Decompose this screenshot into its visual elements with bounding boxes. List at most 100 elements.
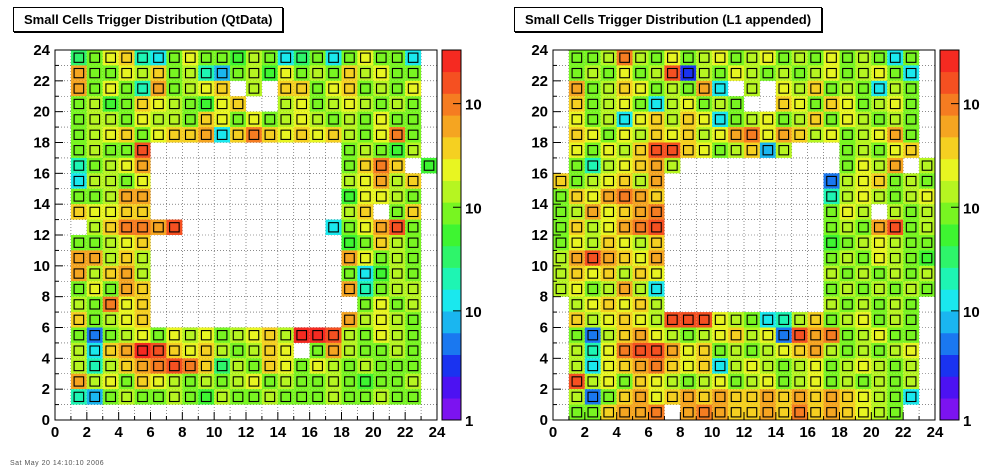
cell-box	[153, 98, 164, 110]
colorbar-swatch	[442, 398, 461, 421]
cell-box	[360, 252, 371, 264]
y-tick-label: 0	[42, 412, 50, 429]
cell-box	[778, 83, 790, 94]
cell-box	[746, 114, 758, 125]
heatmap-cell	[405, 235, 422, 251]
cell-box	[407, 376, 419, 387]
heatmap-cell	[341, 142, 358, 158]
cell-box	[344, 145, 355, 156]
heatmap-cell	[584, 111, 601, 128]
heatmap-cell	[616, 250, 633, 266]
heatmap-cell	[839, 127, 856, 143]
y-tick-label: 4	[42, 350, 51, 367]
heatmap-cell	[839, 358, 856, 374]
heatmap-cell	[823, 265, 840, 282]
heatmap-cell	[664, 358, 681, 374]
heatmap-cell	[823, 358, 840, 374]
colorbar-swatch	[442, 354, 461, 377]
cell-box	[328, 67, 339, 79]
cell-box	[360, 98, 371, 110]
x-tick-label: 10	[704, 424, 721, 441]
cell-box	[360, 129, 371, 140]
heatmap-cell	[373, 142, 390, 158]
cell-box	[423, 160, 435, 171]
heatmap-cell	[648, 96, 665, 112]
heatmap-cell	[632, 373, 649, 390]
heatmap-cell	[839, 265, 856, 282]
cell-box	[842, 268, 853, 279]
cell-box	[296, 114, 308, 125]
cell-box	[105, 330, 117, 341]
heatmap-cell	[871, 327, 888, 343]
heatmap-cell	[389, 173, 406, 189]
heatmap-chart: 0 2 4 6 8 10 12 14 16 18 20 22 240246810121416182022…	[531, 42, 979, 441]
cell-box	[667, 345, 678, 356]
cell-box	[794, 98, 806, 110]
heatmap-cell	[839, 80, 856, 97]
heatmap-cell	[600, 342, 617, 359]
heatmap-cell	[632, 327, 649, 343]
heatmap-cell	[341, 373, 358, 390]
heatmap-cell	[791, 389, 808, 405]
cell-box	[89, 360, 101, 372]
cell-box	[375, 114, 387, 125]
heatmap-cell	[648, 188, 665, 205]
cell-box	[137, 268, 148, 279]
heatmap-cell	[568, 312, 585, 328]
heatmap-cell	[166, 96, 183, 112]
heatmap-cell	[230, 127, 246, 143]
cell-box	[184, 52, 196, 63]
cell-box	[73, 299, 85, 310]
heatmap-cell	[261, 373, 278, 390]
heatmap-cell	[744, 65, 760, 81]
heatmap-cell	[855, 188, 872, 205]
cell-box	[587, 252, 599, 264]
cell-box	[105, 206, 117, 218]
cell-box	[344, 83, 355, 94]
heatmap-cell	[616, 281, 633, 297]
heatmap-cell	[118, 358, 135, 374]
cell-box	[619, 145, 630, 156]
cell-box	[858, 283, 869, 295]
cell-box	[635, 206, 646, 218]
heatmap-cell	[86, 204, 103, 220]
heatmap-cell	[309, 327, 326, 343]
heatmap-cell	[230, 65, 246, 81]
heatmap-cell	[277, 127, 294, 143]
cell-box	[619, 360, 630, 372]
cell-box	[889, 360, 901, 372]
cell-box	[651, 283, 662, 295]
cell-box	[200, 129, 212, 140]
x-tick-label: 12	[238, 424, 255, 441]
heatmap-cell	[198, 50, 215, 66]
heatmap-cell	[584, 188, 601, 205]
cell-box	[169, 114, 180, 125]
heatmap-cell	[823, 312, 840, 328]
cell-box	[826, 206, 837, 218]
heatmap-cell	[102, 204, 119, 220]
heatmap-cell	[198, 80, 215, 97]
cell-box	[571, 407, 583, 418]
x-tick-label: 20	[365, 424, 382, 441]
cell-box	[889, 145, 901, 156]
cell-box	[619, 252, 630, 264]
heatmap-cell	[744, 312, 760, 328]
cell-box	[619, 314, 630, 325]
cell-box	[137, 129, 148, 140]
cell-box	[200, 345, 212, 356]
cell-box	[635, 252, 646, 264]
cell-box	[651, 67, 662, 79]
cell-box	[603, 129, 615, 140]
cell-box	[682, 330, 694, 341]
heatmap-cell	[86, 235, 103, 251]
cell-box	[360, 145, 371, 156]
heatmap-cell	[166, 111, 183, 128]
cell-box	[232, 129, 244, 140]
heatmap-cell	[293, 96, 310, 112]
heatmap-cell	[277, 111, 294, 128]
heatmap-cell	[389, 50, 406, 66]
heatmap-cell	[293, 373, 310, 390]
cell-box	[810, 376, 821, 387]
heatmap-cell	[839, 188, 856, 205]
heatmap-cell	[791, 65, 808, 81]
